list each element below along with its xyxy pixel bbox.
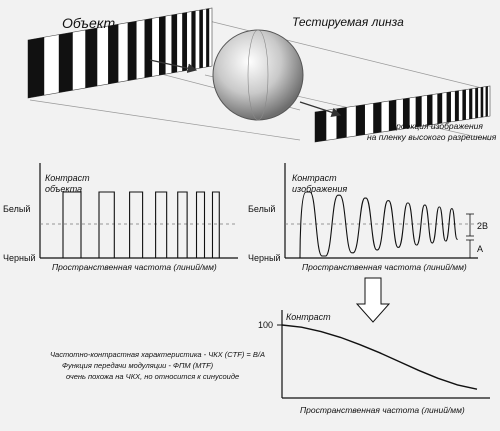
- object-square-wave: [45, 191, 227, 259]
- object-bar-target: [27, 7, 213, 99]
- strip-bar: [480, 87, 484, 118]
- strip-bar: [206, 8, 210, 68]
- mtf-curve-line: [281, 324, 478, 390]
- test-lens: [212, 29, 304, 121]
- image-degraded-wave: [288, 191, 458, 259]
- strip-bar: [159, 16, 166, 76]
- strip-bar: [373, 102, 382, 134]
- strip-bar: [144, 18, 153, 78]
- strip-bar: [454, 90, 459, 122]
- strip-bar: [182, 12, 188, 72]
- notes-block: Частотно-контрастная характеристика - ЧК…: [50, 350, 265, 381]
- left-white-label: Белый: [3, 204, 30, 214]
- strip-bar: [199, 9, 203, 69]
- note-mtf-sine: очень похожа на ЧКХ, но относится к сину…: [66, 372, 239, 381]
- strip-bar: [446, 91, 451, 123]
- strip-bar: [127, 21, 137, 81]
- strip-bar: [171, 14, 178, 74]
- strip-bar: [58, 32, 73, 93]
- strip-bar: [402, 97, 410, 129]
- mtf-y-tick-label: 100: [258, 320, 273, 330]
- mtf-curve-plot: 100 Контраст Пространственная частота (л…: [258, 310, 490, 415]
- object-label: Объект: [62, 15, 116, 31]
- strip-bar: [475, 87, 479, 119]
- left-ylabel-2: объекта: [45, 184, 82, 194]
- right-black-label: Черный: [248, 253, 280, 263]
- right-ylabel-1: Контраст: [292, 173, 337, 183]
- object-contrast-plot: Контраст объекта Белый Черный Пространст…: [3, 163, 238, 272]
- lens-edge: [247, 29, 269, 121]
- right-white-label: Белый: [248, 204, 275, 214]
- object-to-lens-arrow: [149, 59, 198, 73]
- strip-bar: [437, 93, 443, 124]
- strip-bar: [336, 107, 347, 139]
- strip-bar: [355, 104, 365, 136]
- strip-bar: [108, 24, 119, 85]
- label-2b: 2B: [477, 221, 488, 231]
- strip-bar: [191, 10, 196, 70]
- left-xlabel: Пространственная частота (линий/мм): [52, 262, 217, 272]
- down-arrow: [355, 277, 391, 323]
- strip-bar: [28, 37, 45, 98]
- lens-to-film-arrow: [299, 101, 342, 117]
- right-xlabel: Пространственная частота (линий/мм): [302, 262, 467, 272]
- left-black-label: Черный: [3, 253, 35, 263]
- strip-bar: [462, 89, 466, 121]
- label-a: A: [477, 244, 483, 254]
- strip-bar: [388, 99, 397, 132]
- note-mtf: Функция передачи модуляции - ФПМ (MTF): [62, 361, 214, 370]
- note-ctf: Частотно-контрастная характеристика - ЧК…: [50, 350, 265, 359]
- strip-bar: [85, 27, 98, 89]
- mtf-ylabel: Контраст: [286, 312, 331, 322]
- left-ylabel-1: Контраст: [45, 173, 90, 183]
- right-ylabel-2: изображения: [292, 184, 347, 194]
- strip-bar: [427, 94, 433, 126]
- strip-bar: [315, 110, 327, 142]
- image-contrast-plot: 2B A Контраст изображения Белый Черный П…: [248, 163, 488, 272]
- projection-label-2: на пленку высокого разрешения: [367, 132, 497, 142]
- lens-label: Тестируемая линза: [292, 15, 404, 29]
- mtf-xlabel: Пространственная частота (линий/мм): [300, 405, 465, 415]
- strip-bar: [485, 86, 488, 117]
- strip-bar: [415, 96, 422, 128]
- projection-label-1: Проекция изображения: [390, 121, 483, 131]
- strip-bar: [469, 88, 473, 120]
